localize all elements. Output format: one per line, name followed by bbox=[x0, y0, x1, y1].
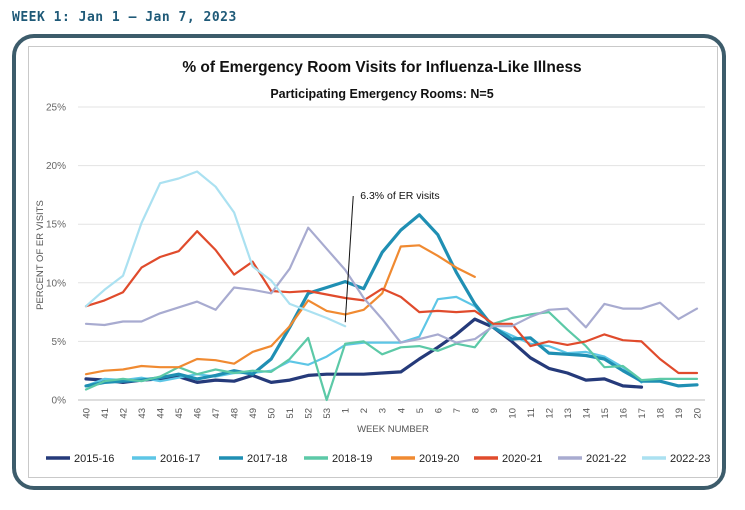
legend-label: 2017-18 bbox=[247, 453, 287, 465]
x-tick-label: 15 bbox=[600, 408, 611, 419]
series-line-2018-19 bbox=[84, 311, 699, 402]
series-line-2019-20 bbox=[84, 244, 476, 376]
x-tick-label: 18 bbox=[655, 408, 666, 419]
legend-label: 2016-17 bbox=[160, 453, 200, 465]
series-line-2022-23 bbox=[84, 170, 347, 328]
x-tick-label: 49 bbox=[248, 408, 259, 419]
x-tick-label: 4 bbox=[396, 408, 407, 413]
x-tick-label: 16 bbox=[618, 408, 629, 419]
legend-label: 2019-20 bbox=[419, 453, 459, 465]
x-tick-label: 7 bbox=[452, 408, 463, 413]
x-axis-ticks: 40 41 42 43 44 45 46 47 48 49 50 51 52 53 1 2 3 4 5 6 7 8 9 10 1… bbox=[82, 408, 704, 419]
y-axis-ticks: 0% 5% 10% 15% 20% 25% bbox=[46, 103, 66, 407]
x-tick-label: 45 bbox=[174, 408, 185, 419]
gridlines bbox=[78, 106, 705, 401]
x-tick-label: 40 bbox=[82, 408, 93, 419]
x-tick-label: 14 bbox=[581, 408, 592, 419]
legend: 2015-16 2016-17 2017-18 2018-19 2019-20 2020-… bbox=[46, 453, 710, 465]
x-tick-label: 12 bbox=[544, 408, 555, 419]
x-tick-label: 11 bbox=[526, 408, 537, 418]
x-tick-label: 47 bbox=[211, 408, 222, 419]
y-tick-label: 15% bbox=[46, 220, 66, 231]
legend-label: 2018-19 bbox=[332, 453, 372, 465]
x-tick-label: 42 bbox=[119, 408, 130, 419]
week-header: WEEK 1: Jan 1 – Jan 7, 2023 bbox=[12, 10, 237, 25]
x-tick-label: 13 bbox=[563, 408, 574, 419]
y-tick-label: 20% bbox=[46, 161, 66, 172]
legend-label: 2022-23 bbox=[670, 453, 710, 465]
x-tick-label: 17 bbox=[637, 408, 648, 419]
x-tick-label: 50 bbox=[267, 408, 278, 419]
x-tick-label: 8 bbox=[470, 408, 481, 413]
series-line-2021-22 bbox=[84, 226, 699, 344]
series-lines bbox=[84, 170, 699, 402]
legend-label: 2021-22 bbox=[586, 453, 626, 465]
x-tick-label: 52 bbox=[304, 408, 315, 419]
x-tick-label: 5 bbox=[415, 408, 426, 413]
x-tick-label: 10 bbox=[507, 408, 518, 419]
series-line-2017-18 bbox=[84, 213, 699, 388]
x-tick-label: 20 bbox=[693, 408, 704, 419]
y-tick-label: 25% bbox=[46, 103, 66, 114]
y-axis-label: PERCENT OF ER VISITS bbox=[35, 200, 46, 310]
x-tick-label: 46 bbox=[193, 408, 204, 419]
legend-label: 2020-21 bbox=[502, 453, 542, 465]
x-tick-label: 9 bbox=[489, 408, 500, 413]
x-tick-label: 2 bbox=[359, 408, 370, 413]
x-tick-label: 53 bbox=[322, 408, 333, 419]
x-tick-label: 44 bbox=[156, 408, 167, 419]
chart-subtitle: Participating Emergency Rooms: N=5 bbox=[270, 87, 493, 101]
x-tick-label: 19 bbox=[674, 408, 685, 419]
x-tick-label: 1 bbox=[341, 408, 352, 413]
y-tick-label: 5% bbox=[52, 337, 67, 348]
annotation-label: 6.3% of ER visits bbox=[360, 190, 439, 202]
x-axis-label: WEEK NUMBER bbox=[357, 424, 429, 435]
x-tick-label: 51 bbox=[285, 408, 296, 419]
x-tick-label: 43 bbox=[137, 408, 148, 419]
series-line-2020-21 bbox=[84, 230, 699, 375]
legend-label: 2015-16 bbox=[74, 453, 114, 465]
y-tick-label: 0% bbox=[52, 396, 67, 407]
chart-title: % of Emergency Room Visits for Influenza… bbox=[182, 59, 581, 76]
chart-panel bbox=[28, 46, 718, 478]
x-tick-label: 6 bbox=[433, 408, 444, 413]
x-tick-label: 3 bbox=[378, 408, 389, 413]
x-tick-label: 48 bbox=[230, 408, 241, 419]
y-tick-label: 10% bbox=[46, 278, 66, 289]
x-tick-label: 41 bbox=[100, 408, 111, 419]
annotation-leader-line bbox=[344, 195, 354, 323]
annotation: 6.3% of ER visits bbox=[344, 190, 440, 323]
